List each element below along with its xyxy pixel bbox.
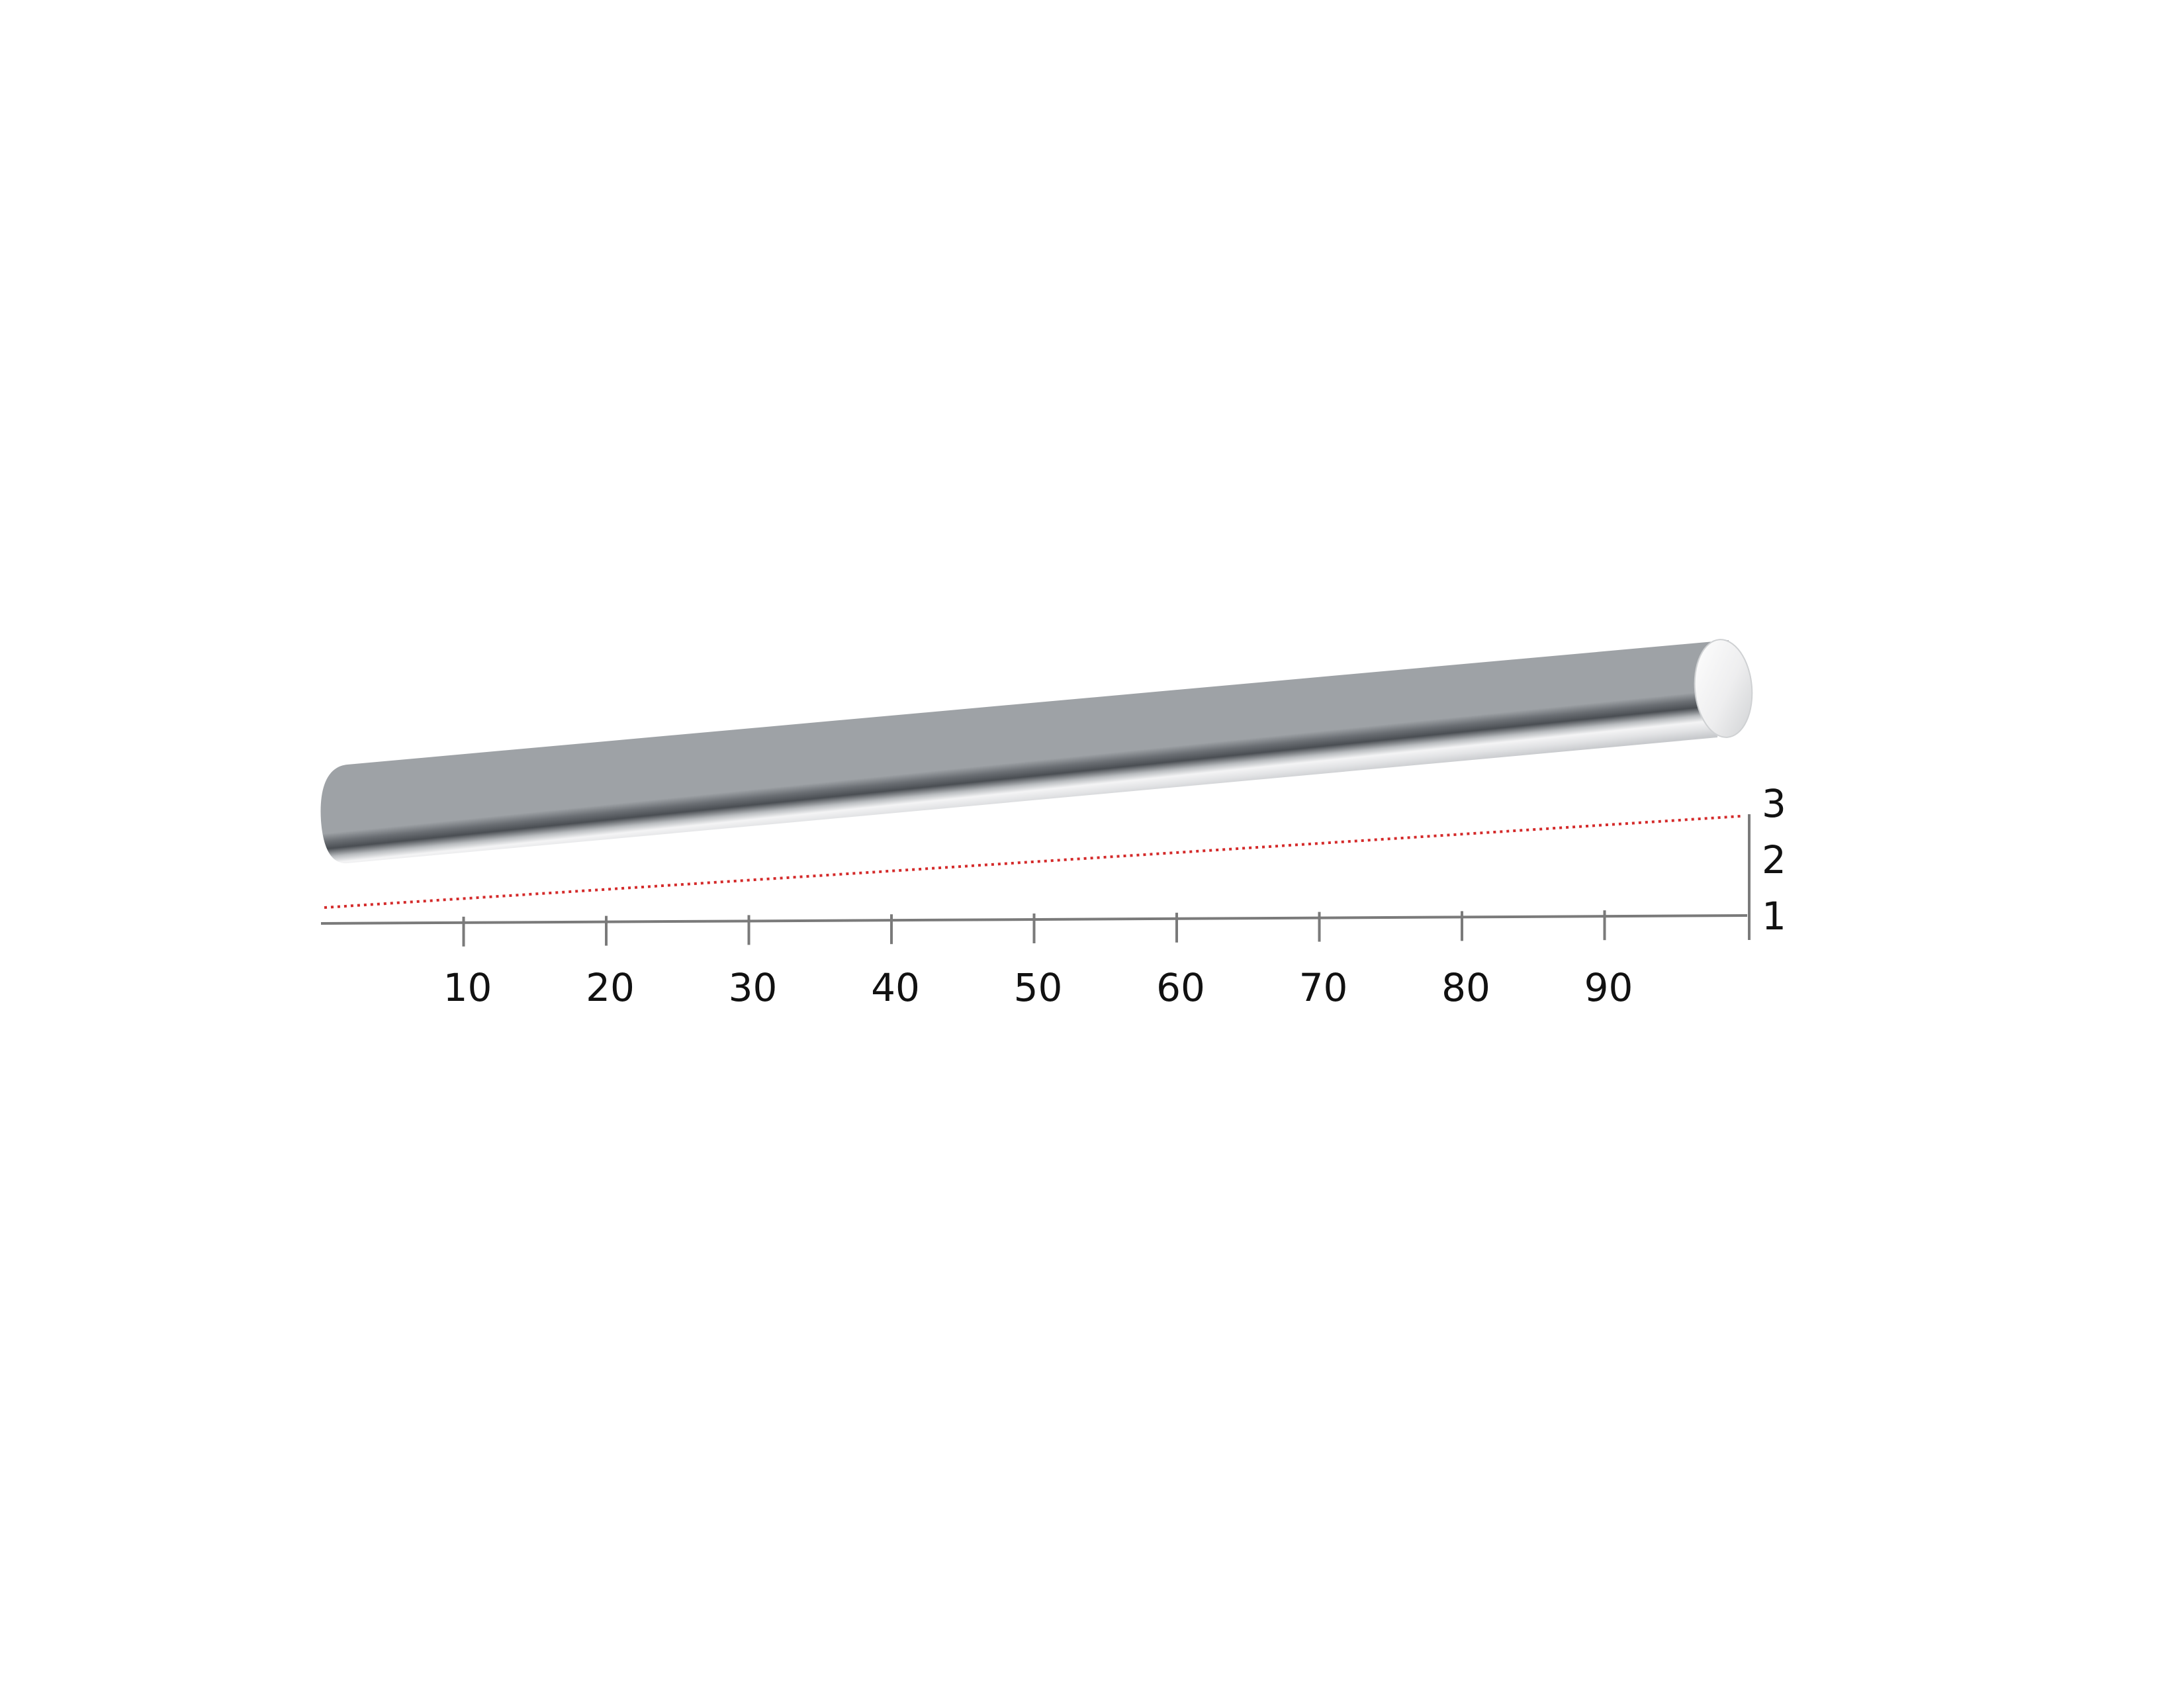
trend-line bbox=[324, 815, 1741, 909]
x-tick-label: 90 bbox=[1584, 965, 1633, 1010]
y-tick-label: 1 bbox=[1762, 894, 1786, 939]
y-tick-label: 3 bbox=[1762, 781, 1786, 826]
x-tick-label: 10 bbox=[443, 965, 492, 1010]
x-tick-label: 40 bbox=[871, 965, 920, 1010]
x-axis: 10 20 30 40 50 60 70 80 90 bbox=[320, 910, 1751, 1010]
x-tick-label: 20 bbox=[586, 965, 635, 1010]
y-axis: 1 2 3 bbox=[1748, 781, 1786, 940]
rod-body bbox=[320, 640, 1729, 864]
x-tick-label: 80 bbox=[1441, 965, 1490, 1010]
x-tick-label: 60 bbox=[1156, 965, 1205, 1010]
x-tick-label: 50 bbox=[1014, 965, 1063, 1010]
x-tick-label: 70 bbox=[1299, 965, 1348, 1010]
rod-end-cap bbox=[1694, 639, 1753, 738]
x-tick-label: 30 bbox=[729, 965, 778, 1010]
y-axis-ticks: 1 2 3 bbox=[1762, 781, 1786, 939]
x-axis-ticks: 10 20 30 40 50 60 70 80 90 bbox=[443, 910, 1751, 1010]
y-tick-label: 2 bbox=[1762, 837, 1786, 882]
metal-rod-icon bbox=[320, 639, 1753, 864]
